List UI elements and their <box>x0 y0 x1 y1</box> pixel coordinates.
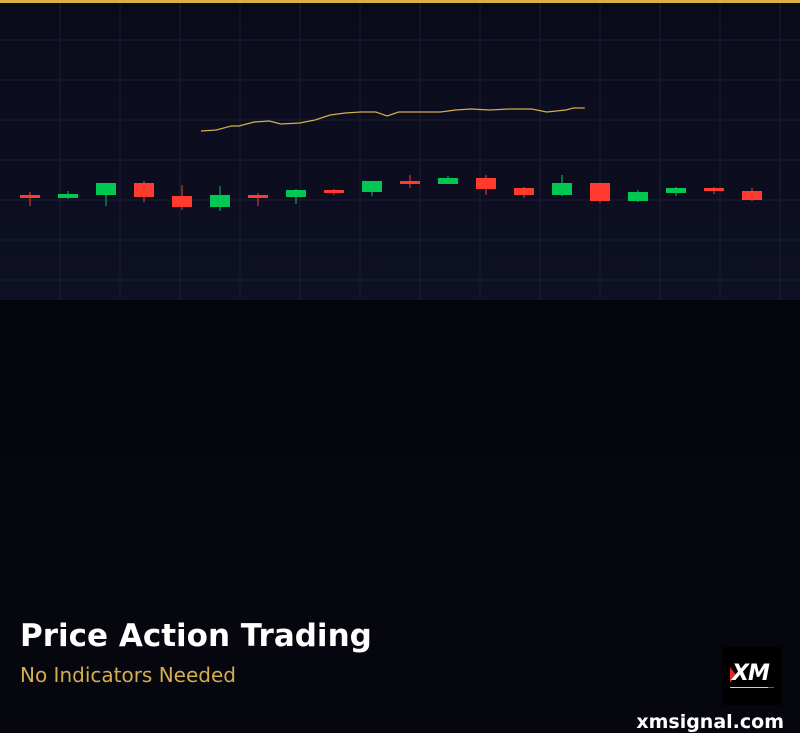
candle-body <box>552 183 572 195</box>
website-label: xmsignal.com <box>636 711 784 733</box>
accent-bar <box>0 0 800 3</box>
candle-body <box>666 188 686 193</box>
footer-banner: Price Action Trading No Indicators Neede… <box>0 300 800 733</box>
candle-body <box>742 191 762 200</box>
candle-body <box>96 183 116 195</box>
candle-body <box>438 178 458 184</box>
candle-body <box>248 195 268 198</box>
candle-body <box>514 188 534 195</box>
candle-body <box>590 183 610 201</box>
candle-body <box>324 190 344 193</box>
xm-logo: XM <box>723 647 781 705</box>
candle-body <box>134 183 154 197</box>
candlestick-chart <box>0 3 800 300</box>
chart-svg <box>0 3 800 300</box>
candle-body <box>400 181 420 184</box>
candle-body <box>58 194 78 198</box>
logo-underline <box>730 687 768 688</box>
banner-subtitle: No Indicators Needed <box>20 663 236 687</box>
candle-body <box>286 190 306 197</box>
price-line <box>200 107 585 132</box>
candle-body <box>362 181 382 192</box>
banner-title: Price Action Trading <box>20 618 372 654</box>
candle-body <box>476 178 496 189</box>
logo-underline-red <box>768 687 774 688</box>
candle-body <box>628 192 648 201</box>
candle-body <box>210 195 230 207</box>
candle-body <box>20 195 40 198</box>
candle-body <box>704 188 724 191</box>
candle-body <box>172 196 192 207</box>
logo-text: XM <box>732 661 770 686</box>
